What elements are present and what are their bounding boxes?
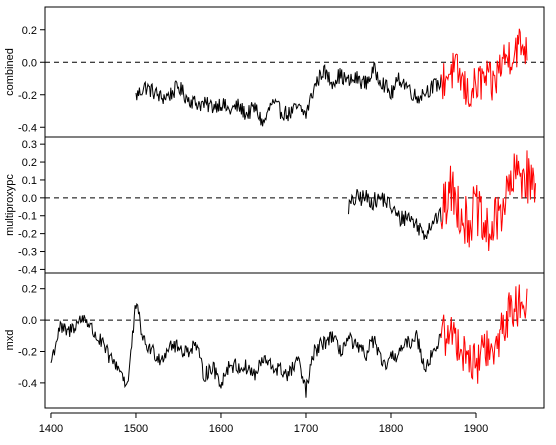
- y-tick-label: 0.2: [22, 284, 37, 296]
- y-tick-label: -0.2: [18, 346, 37, 358]
- series: [348, 150, 536, 252]
- x-tick-label: 1800: [379, 423, 403, 435]
- series-line-early: [50, 302, 442, 398]
- y-tick-label: 0.0: [22, 193, 37, 205]
- y-tick-label: -0.4: [18, 378, 37, 390]
- y-tick-label: 0.2: [22, 25, 37, 37]
- y-tick-label: -0.1: [18, 211, 37, 223]
- series-line-early: [135, 61, 442, 127]
- y-tick-label: 0.0: [22, 315, 37, 327]
- x-tick-label: 1500: [124, 423, 148, 435]
- series-line-recent: [440, 284, 528, 384]
- x-tick-label: 1900: [464, 423, 488, 435]
- series: [135, 28, 528, 127]
- y-tick-label: -0.4: [18, 122, 37, 134]
- x-tick-label: 1600: [209, 423, 233, 435]
- series-line-recent: [440, 150, 536, 252]
- series-line-recent: [440, 28, 528, 108]
- y-axis-label: multiproxypc: [4, 174, 16, 236]
- y-tick-label: 0.1: [22, 175, 37, 187]
- panel-frame: [44, 272, 545, 409]
- y-axis-label: combined: [4, 48, 16, 96]
- series-line-early: [348, 189, 442, 240]
- y-axis-label: mxd: [4, 330, 16, 351]
- y-tick-label: -0.4: [18, 264, 37, 276]
- y-ticks: 0.2 0.0 -0.2 -0.4: [18, 284, 45, 390]
- series: [50, 284, 528, 398]
- y-tick-label: 0.0: [22, 57, 37, 69]
- x-tick-label: 1400: [39, 423, 63, 435]
- y-ticks: 0.3 0.2 0.1 0.0 -0.1 -0.2 -0.3 -0.4: [18, 139, 45, 276]
- y-tick-label: -0.2: [18, 90, 37, 102]
- y-ticks: 0.2 0.0 -0.2 -0.4: [18, 25, 45, 134]
- y-tick-label: -0.2: [18, 229, 37, 241]
- y-tick-label: 0.3: [22, 139, 37, 151]
- y-tick-label: 0.2: [22, 157, 37, 169]
- x-tick-label: 1700: [294, 423, 318, 435]
- panel-mxd: 0.2 0.0 -0.2 -0.4 mxd: [4, 272, 545, 409]
- panel-multiproxypc: 0.3 0.2 0.1 0.0 -0.1 -0.2 -0.3 -0.4 multiproxyp…: [4, 136, 545, 276]
- y-tick-label: -0.3: [18, 247, 37, 259]
- x-axis: 1400 1500 1600 1700 1800 1900: [39, 412, 488, 435]
